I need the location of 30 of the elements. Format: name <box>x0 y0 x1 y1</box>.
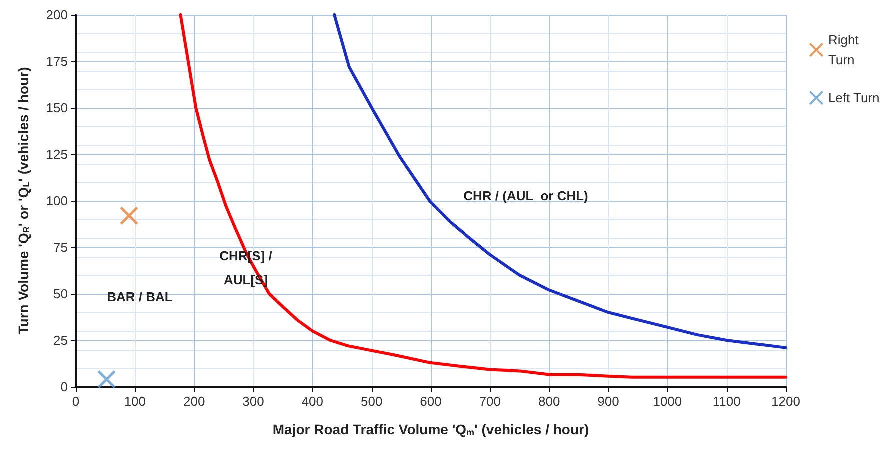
x-tick-label: 0 <box>72 394 80 409</box>
annotation: CHR / (AUL or CHL) <box>464 188 588 204</box>
y-tick-label: 75 <box>54 240 68 255</box>
x-tick-label: 900 <box>598 394 620 409</box>
x-tick-label: 1000 <box>653 394 682 409</box>
legend-label: Left Turn <box>828 90 880 106</box>
x-axis-title: Major Road Traffic Volume 'Qm' (vehicles / hour) <box>272 422 590 438</box>
x-tick-label: 300 <box>242 394 264 409</box>
y-tick-label: 0 <box>60 380 68 394</box>
y-tick-label: 25 <box>54 333 68 348</box>
y-axis-title: Turn Volume 'QR' or 'QL' (vehicles / hour) <box>16 67 32 335</box>
line-series <box>333 14 788 350</box>
x-tick-label: 100 <box>124 394 146 409</box>
y-tick-label: 175 <box>46 54 68 69</box>
y-tick-label: 50 <box>54 286 68 302</box>
line-series <box>179 14 788 379</box>
legend-label: Right Turn <box>828 32 860 68</box>
y-tick-label: 150 <box>46 100 68 116</box>
x-tick-label: 1100 <box>712 394 741 409</box>
x-tick-label: 800 <box>538 394 560 409</box>
y-tick-label: 100 <box>46 194 68 208</box>
x-tick-label: 1200 <box>772 394 800 409</box>
annotation: BAR / BAL <box>107 290 173 304</box>
y-tick-label: 200 <box>46 8 68 22</box>
x-tick-label: 600 <box>420 394 442 409</box>
y-tick-label: 125 <box>46 147 68 162</box>
x-tick-label: 500 <box>360 394 383 409</box>
x-tick-label: 700 <box>479 394 502 409</box>
x-tick-label: 200 <box>183 394 206 409</box>
x-tick-label: 400 <box>302 394 324 409</box>
